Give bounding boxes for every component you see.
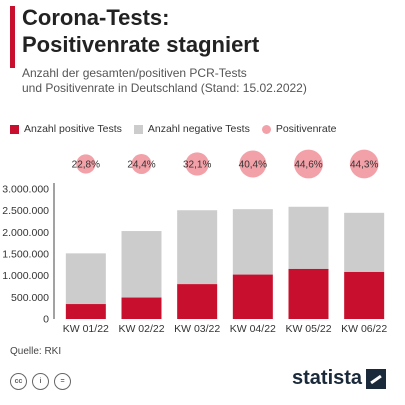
chart-title: Corona-Tests: Positivenrate stagniert — [22, 4, 259, 58]
no-derivatives-icon: = — [54, 373, 71, 390]
rate-label: 44,3% — [350, 160, 378, 171]
cc-icon: cc — [10, 373, 27, 390]
bar-positive — [344, 271, 385, 319]
y-tick-label: 1.500.000 — [2, 249, 49, 261]
y-tick-label: 1.000.000 — [2, 270, 49, 282]
rate-label: 40,4% — [239, 160, 267, 171]
bar-negative — [232, 209, 273, 275]
subtitle-line-1: Anzahl der gesamten/positiven PCR-Tests — [22, 66, 247, 80]
bar-negative — [288, 206, 329, 269]
legend-label-negative: Anzahl negative Tests — [147, 123, 250, 135]
rate-bubble — [185, 152, 209, 176]
legend-label-positive: Anzahl positive Tests — [24, 123, 122, 135]
bar-negative — [121, 231, 162, 298]
legend-label-rate: Positivenrate — [275, 123, 337, 135]
logo-mark-icon — [366, 368, 387, 389]
bar-negative — [177, 210, 218, 285]
legend-item-rate: Positivenrate — [261, 123, 337, 135]
x-tick-label: KW 05/22 — [285, 323, 331, 335]
legend-item-negative: Anzahl negative Tests — [133, 123, 250, 135]
legend-item-positive: Anzahl positive Tests — [10, 123, 122, 135]
y-tick-label: 2.000.000 — [2, 227, 49, 239]
bar-positive — [288, 268, 329, 319]
title-line-1: Corona-Tests: — [22, 5, 170, 30]
bar-positive — [177, 284, 218, 319]
rate-label: 22,8% — [72, 160, 100, 171]
bar-chart: 0 500.000 1.000.000 1.500.000 2.000.000 2.500… — [2, 149, 387, 335]
title-accent-bar — [10, 6, 15, 68]
title-line-2: Positivenrate stagniert — [22, 32, 260, 57]
x-tick-label: KW 01/22 — [63, 323, 109, 335]
legend-swatch-positive — [10, 124, 19, 134]
x-tick-label: KW 02/22 — [118, 323, 164, 335]
x-tick-label: KW 06/22 — [341, 323, 387, 335]
y-tick-label: 500.000 — [11, 292, 49, 304]
bar-negative — [65, 253, 106, 305]
rate-bubble — [239, 150, 267, 178]
statista-logo: statista — [292, 367, 387, 390]
legend-swatch-rate — [261, 124, 271, 134]
x-tick-label: KW 04/22 — [230, 323, 276, 335]
rate-bubble — [349, 149, 379, 179]
chart-subtitle: Anzahl der gesamten/positiven PCR-Tests … — [22, 66, 307, 96]
rate-label: 32,1% — [183, 160, 211, 171]
bar-positive — [65, 304, 106, 319]
y-tick-label: 0 — [43, 314, 49, 326]
source-note: Quelle: RKI — [10, 346, 62, 357]
logo-text: statista — [292, 367, 363, 389]
legend: Anzahl positive Tests Anzahl negative Te… — [10, 123, 349, 135]
x-tick-label: KW 03/22 — [174, 323, 220, 335]
bar-negative — [344, 212, 385, 272]
attribution-icon: i — [32, 373, 49, 390]
rate-bubble — [76, 154, 96, 174]
bar-positive — [232, 274, 273, 319]
subtitle-line-2: und Positivenrate in Deutschland (Stand:… — [22, 81, 307, 95]
y-tick-label: 3.000.000 — [2, 184, 49, 196]
rate-label: 24,4% — [127, 160, 155, 171]
rate-label: 44,6% — [294, 160, 322, 171]
y-tick-label: 2.500.000 — [2, 205, 49, 217]
legend-swatch-negative — [133, 124, 143, 134]
license-icons: cc i = — [10, 373, 76, 390]
rate-bubble — [131, 154, 152, 174]
bar-positive — [121, 297, 162, 319]
rate-bubble — [294, 149, 323, 179]
